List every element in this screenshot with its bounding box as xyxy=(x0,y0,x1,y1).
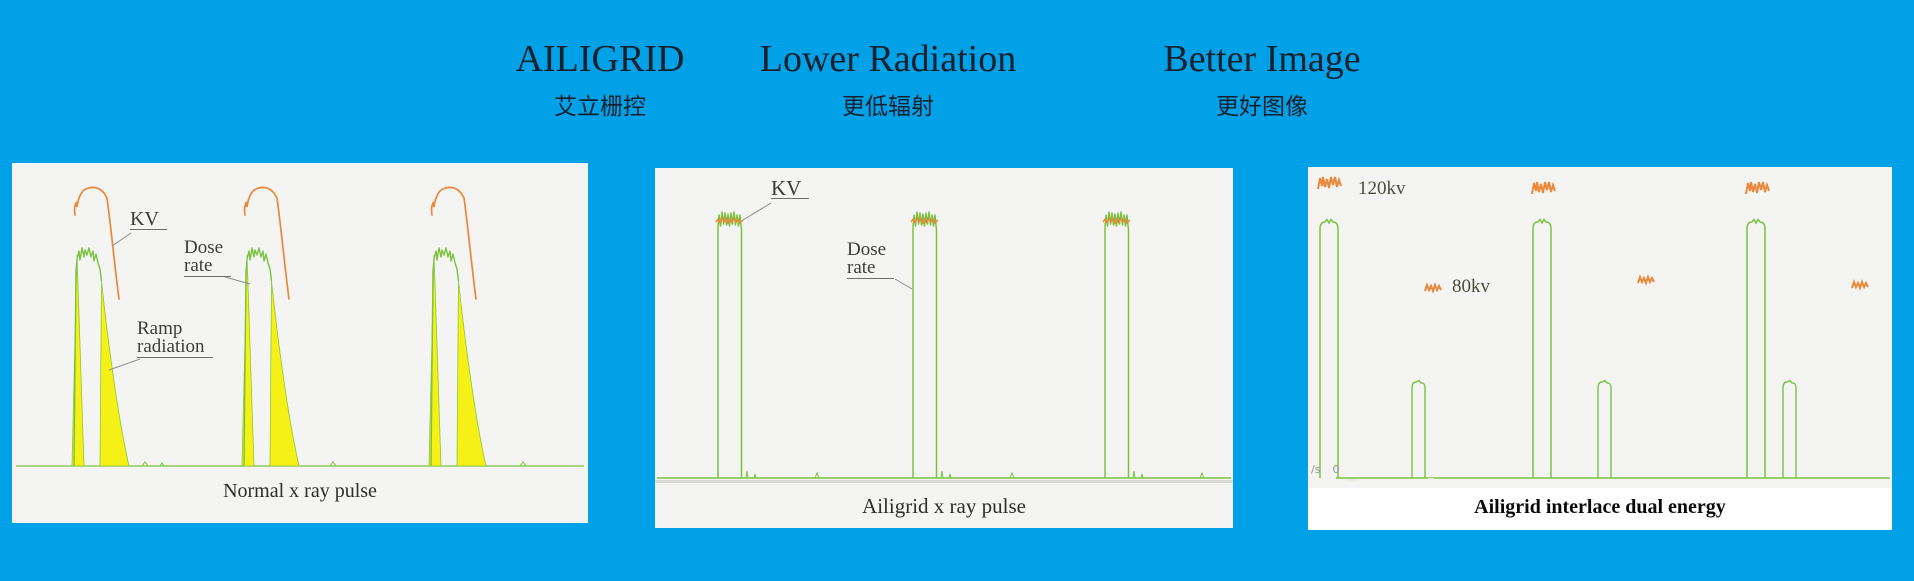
kv120-marker xyxy=(1745,181,1770,195)
header-subtitle-chinese: 更好图像 xyxy=(1215,94,1308,120)
header-col-lower-radiation: Lower Radiation 更低辐射 xyxy=(760,38,1016,120)
header-title: Better Image xyxy=(1163,38,1361,80)
leader-line-dose-rate xyxy=(224,276,251,285)
panel-interlace-dual-energy: 120kv 80kv /s 0 Ailigrid interlace dual e… xyxy=(1308,167,1892,530)
dose-rate-label: Dose rate xyxy=(847,240,895,279)
header-subtitle-chinese: 艾立栅控 xyxy=(553,94,646,120)
pulse-group-80kv xyxy=(1411,379,1426,479)
scale-zero-label: /s 0 xyxy=(1311,463,1340,476)
kv80-marker xyxy=(1637,276,1655,284)
ramp-radiation-label: Ramp radiation xyxy=(137,319,213,358)
header-col-better-image: Better Image 更好图像 xyxy=(1163,38,1360,120)
ailigrid-pulse-waveform xyxy=(655,202,1233,483)
pulse-group-120kv xyxy=(1319,218,1339,479)
kv80-marker xyxy=(1424,284,1442,292)
pulse-group xyxy=(241,186,300,467)
pulse-group xyxy=(715,211,757,479)
kv80-label: 80kv xyxy=(1452,276,1490,297)
panel-normal-xray-pulse: KV Dose rate Ramp radiation Normal x ray… xyxy=(12,163,588,523)
dual-energy-waveform xyxy=(1308,176,1892,530)
header-title: Lower Radiation xyxy=(759,38,1017,80)
header-title: AILIGRID xyxy=(515,38,685,80)
kv-label: KV xyxy=(771,178,810,199)
pulse-group xyxy=(910,211,952,479)
pulse-group-80kv xyxy=(1597,379,1612,479)
baseline-noise xyxy=(1348,478,1434,481)
pulse-group-120kv xyxy=(1532,218,1552,479)
pulse-group xyxy=(71,186,130,467)
pulse-group-80kv xyxy=(1782,379,1797,479)
baseline-noise xyxy=(141,461,527,467)
caption-band xyxy=(1308,488,1892,530)
header-col-ailigrid: AILIGRID 艾立栅控 xyxy=(516,38,685,120)
leader-line-ramp-radiation xyxy=(108,358,141,371)
kv80-marker xyxy=(1851,281,1869,289)
header-subtitle-chinese: 更低辐射 xyxy=(842,94,934,120)
leader-line-dose-rate xyxy=(894,278,913,290)
kv120-marker xyxy=(1531,181,1556,195)
panel-ailigrid-xray-pulse: KV Dose rate Ailigrid x ray pulse xyxy=(655,168,1233,528)
panel-caption: Ailigrid interlace dual energy xyxy=(1474,496,1726,518)
dose-rate-label: Dose rate xyxy=(184,238,232,277)
leader-line-kv xyxy=(742,202,772,221)
panel-caption: Ailigrid x ray pulse xyxy=(862,494,1026,518)
pulse-group xyxy=(1102,211,1144,479)
kv-label: KV xyxy=(130,209,167,230)
pulse-group xyxy=(428,186,487,467)
kv120-marker xyxy=(1317,176,1342,190)
normal-pulse-waveform xyxy=(16,186,584,467)
pulse-group-120kv xyxy=(1746,218,1766,479)
kv120-label: 120kv xyxy=(1358,178,1406,199)
baseline-noise xyxy=(814,471,1205,479)
leader-line-kv xyxy=(111,232,132,247)
panel-caption: Normal x ray pulse xyxy=(223,480,377,502)
